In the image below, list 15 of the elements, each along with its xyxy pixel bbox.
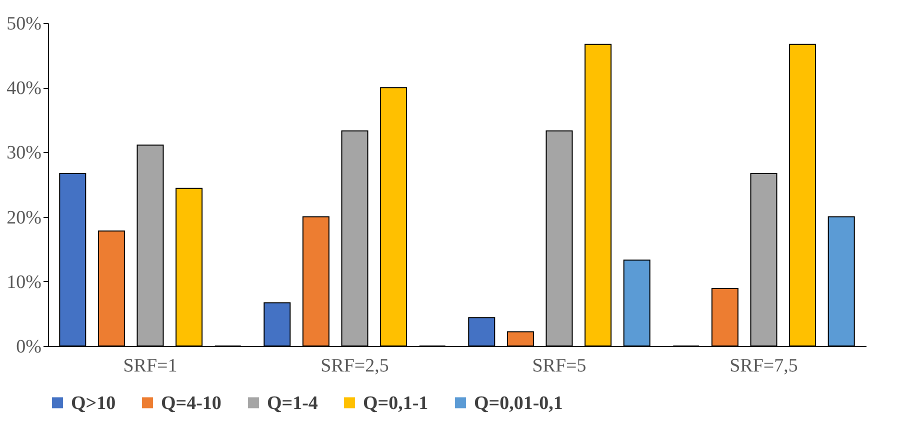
legend-label: Q=1-4 [267, 392, 318, 414]
x-tick-label: SRF=7,5 [730, 356, 798, 376]
legend-label: Q=4-10 [161, 392, 222, 414]
legend-label: Q>10 [71, 392, 116, 414]
y-tick-label: 10% [6, 272, 42, 293]
y-tick-label: 0% [16, 336, 42, 358]
legend-label: Q=0,1-1 [363, 392, 428, 414]
x-tick-label: SRF=1 [123, 356, 178, 376]
x-tick-label: SRF=2,5 [320, 356, 389, 376]
legend-label: Q=0,01-0,1 [474, 392, 563, 414]
y-tick-label: 20% [6, 207, 42, 228]
y-tick-label: 40% [6, 78, 42, 100]
y-tick-label: 50% [6, 14, 42, 34]
y-tick-label: 30% [6, 142, 42, 164]
x-tick-label: SRF=5 [532, 356, 586, 376]
